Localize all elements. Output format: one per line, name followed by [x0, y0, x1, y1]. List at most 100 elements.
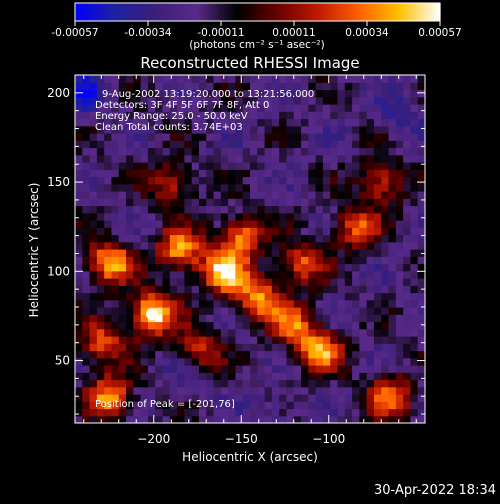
- colorbar-cell: [436, 3, 441, 21]
- heatmap-cell: [82, 205, 91, 214]
- heatmap-cell: [366, 372, 375, 381]
- heatmap-cell: [169, 212, 178, 221]
- heatmap-cell: [286, 96, 295, 105]
- heatmap-cell: [271, 365, 280, 373]
- heatmap-cell: [279, 256, 288, 265]
- heatmap-cell: [242, 350, 251, 359]
- heatmap-cell: [286, 183, 295, 192]
- heatmap-cell: [235, 357, 244, 366]
- heatmap-cell: [279, 82, 288, 91]
- heatmap-cell: [82, 140, 91, 149]
- heatmap-cell: [381, 198, 390, 207]
- heatmap-cell: [373, 285, 382, 294]
- heatmap-cell: [410, 183, 419, 192]
- heatmap-cell: [264, 183, 273, 192]
- heatmap-cell: [126, 220, 134, 228]
- heatmap-cell: [169, 104, 178, 112]
- heatmap-cell: [271, 379, 280, 388]
- heatmap-cell: [206, 241, 215, 250]
- heatmap-cell: [330, 372, 339, 381]
- heatmap-cell: [235, 191, 244, 199]
- heatmap-cell: [388, 89, 397, 98]
- heatmap-cell: [344, 270, 353, 279]
- heatmap-cell: [228, 96, 237, 105]
- heatmap-cell: [235, 140, 244, 149]
- heatmap-cell: [417, 176, 425, 185]
- heatmap-cell: [242, 220, 251, 228]
- heatmap-cell: [177, 205, 185, 214]
- heatmap-cell: [279, 198, 288, 207]
- heatmap-cell: [366, 169, 375, 178]
- heatmap-cell: [286, 299, 295, 308]
- heatmap-cell: [242, 307, 251, 315]
- heatmap-cell: [206, 343, 215, 352]
- colorbar-cell: [373, 3, 377, 21]
- heatmap-cell: [126, 263, 134, 272]
- heatmap-cell: [140, 321, 149, 330]
- heatmap-cell: [301, 140, 309, 149]
- heatmap-cell: [82, 133, 91, 141]
- heatmap-cell: [257, 328, 266, 337]
- colorbar-cell: [148, 3, 152, 21]
- heatmap-cell: [228, 270, 237, 279]
- heatmap-cell: [322, 285, 331, 294]
- heatmap-cell: [279, 212, 288, 221]
- heatmap-cell: [388, 343, 397, 352]
- heatmap-cell: [184, 212, 193, 221]
- heatmap-cell: [198, 415, 207, 423]
- heatmap-cell: [82, 336, 91, 344]
- heatmap-cell: [191, 111, 200, 120]
- heatmap-cell: [381, 278, 390, 286]
- heatmap-cell: [410, 401, 419, 410]
- heatmap-cell: [228, 299, 237, 308]
- heatmap-cell: [104, 133, 113, 141]
- heatmap-cell: [82, 365, 91, 373]
- heatmap-cell: [395, 140, 404, 149]
- heatmap-cell: [155, 263, 164, 272]
- heatmap-cell: [198, 162, 207, 170]
- heatmap-cell: [293, 328, 302, 337]
- heatmap-cell: [147, 249, 156, 257]
- heatmap-cell: [242, 379, 251, 388]
- heatmap-cell: [162, 314, 171, 323]
- heatmap-cell: [359, 220, 368, 228]
- heatmap-cell: [322, 227, 331, 236]
- heatmap-cell: [147, 96, 156, 105]
- heatmap-cell: [264, 357, 273, 366]
- heatmap-cell: [279, 147, 288, 156]
- colorbar-cell: [84, 3, 88, 21]
- heatmap-cell: [82, 357, 91, 366]
- heatmap-cell: [337, 75, 346, 83]
- heatmap-cell: [330, 386, 339, 395]
- heatmap-cell: [293, 241, 302, 250]
- heatmap-cell: [220, 75, 229, 83]
- heatmap-cell: [198, 372, 207, 381]
- heatmap-cell: [315, 350, 324, 359]
- heatmap-cell: [410, 256, 419, 265]
- heatmap-cell: [257, 292, 266, 301]
- heatmap-cell: [198, 75, 207, 83]
- heatmap-cell: [89, 285, 98, 294]
- heatmap-cell: [315, 75, 324, 83]
- heatmap-cell: [344, 321, 353, 330]
- heatmap-cell: [279, 379, 288, 388]
- heatmap-cell: [417, 212, 425, 221]
- heatmap-cell: [206, 328, 215, 337]
- heatmap-cell: [381, 241, 390, 250]
- heatmap-cell: [213, 111, 222, 120]
- heatmap-cell: [82, 372, 91, 381]
- heatmap-cell: [235, 118, 244, 127]
- heatmap-cell: [257, 401, 266, 410]
- heatmap-cell: [220, 249, 229, 257]
- heatmap-cell: [395, 89, 404, 98]
- heatmap-cell: [206, 307, 215, 315]
- heatmap-cell: [286, 328, 295, 337]
- heatmap-cell: [417, 191, 425, 199]
- heatmap-cell: [213, 408, 222, 417]
- heatmap-cell: [147, 365, 156, 373]
- heatmap-cell: [155, 198, 164, 207]
- heatmap-cell: [242, 394, 251, 402]
- heatmap-cell: [381, 234, 390, 243]
- colorbar-cell: [433, 3, 438, 21]
